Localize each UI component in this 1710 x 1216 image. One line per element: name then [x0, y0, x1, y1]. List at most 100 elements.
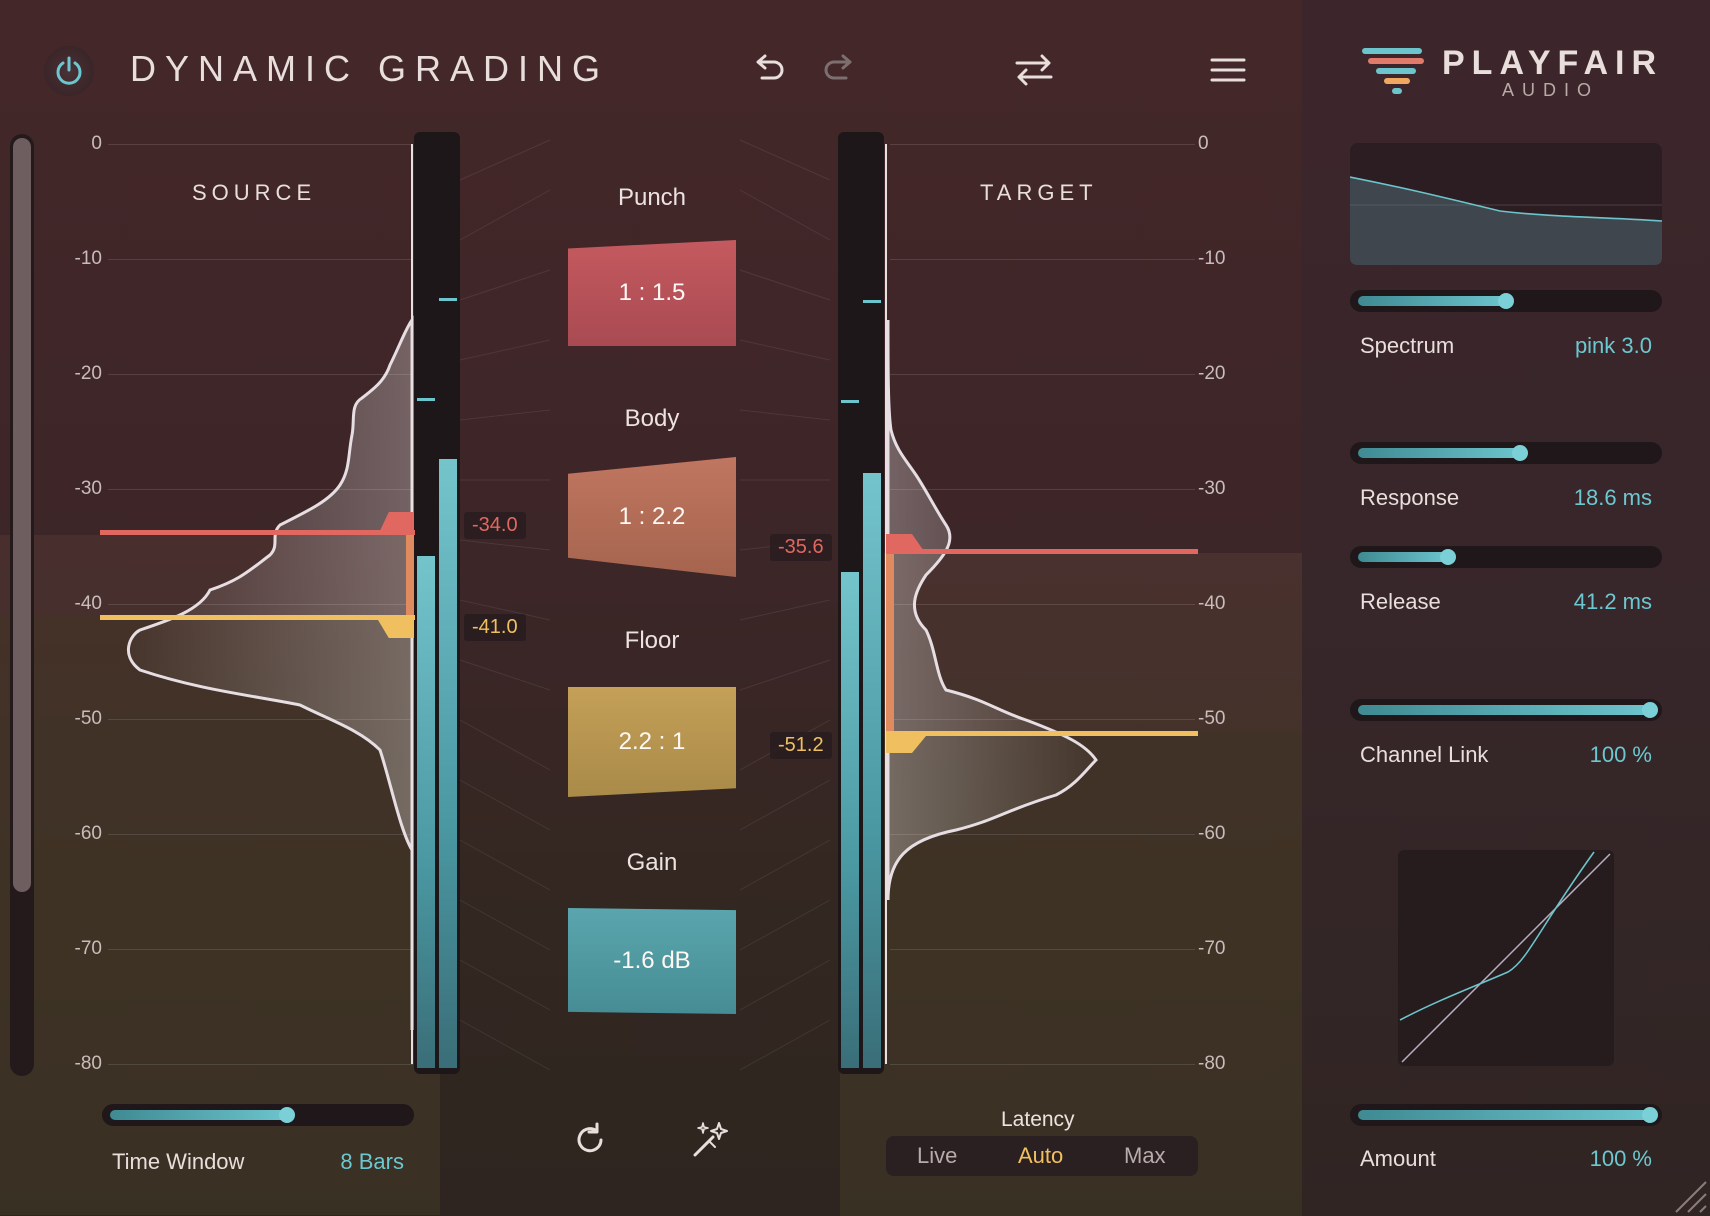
transfer-curve-display — [1398, 850, 1614, 1066]
source-threshold-high-value[interactable]: -34.0 — [464, 512, 526, 539]
spectrum-slider-fill — [1358, 296, 1506, 306]
latency-label: Latency — [1001, 1108, 1075, 1131]
magic-wand-icon — [693, 1122, 728, 1157]
spectrum-display — [1350, 143, 1662, 265]
source-scale-label: -10 — [74, 248, 102, 269]
redo-icon — [824, 54, 852, 80]
source-band-range-bar — [406, 535, 414, 615]
source-peak-left — [417, 398, 435, 401]
plugin-title: DYNAMIC GRADING — [130, 48, 610, 89]
target-scale-label: -60 — [1198, 823, 1226, 844]
body-ratio-value: 1 : 2.2 — [618, 503, 686, 530]
amount-slider-knob[interactable] — [1642, 1107, 1658, 1123]
latency-option-max[interactable]: Max — [1124, 1143, 1166, 1168]
response-value[interactable]: 18.6 ms — [1573, 485, 1652, 510]
floor-label: Floor — [624, 627, 680, 654]
reset-button[interactable] — [570, 1120, 610, 1160]
target-peak-left — [841, 400, 859, 403]
source-peak-right — [439, 298, 457, 301]
menu-button[interactable] — [1208, 52, 1248, 88]
routing-lines — [459, 139, 831, 1071]
target-scale-label: -50 — [1198, 708, 1226, 729]
target-meter — [838, 132, 884, 1074]
source-threshold-high-line[interactable] — [100, 530, 415, 535]
time-window-slider-knob[interactable] — [279, 1107, 295, 1123]
time-window-slider[interactable] — [102, 1104, 414, 1126]
target-threshold-low-line[interactable] — [886, 731, 1198, 736]
time-window-slider-fill — [110, 1110, 287, 1120]
source-scale-label: 0 — [91, 133, 102, 154]
source-scale-label: -30 — [74, 478, 102, 499]
target-scale-label: -20 — [1198, 363, 1226, 384]
main-panel: DYNAMIC GRADING 0 -10 -20 -30 -40 — [0, 0, 1302, 1216]
source-threshold-low-line[interactable] — [100, 615, 415, 620]
reset-icon — [577, 1122, 603, 1153]
latency-selector[interactable] — [886, 1136, 1198, 1176]
floor-ratio-control[interactable]: 2.2 : 1 — [568, 687, 736, 797]
side-panel: PLAYFAIR AUDIO Spectrum pink 3.0 Respons… — [1302, 0, 1710, 1216]
input-range-handle[interactable] — [13, 138, 31, 892]
source-threshold-high-handle[interactable] — [378, 512, 414, 535]
amount-slider[interactable] — [1350, 1104, 1662, 1126]
target-scale-label: -70 — [1198, 938, 1226, 959]
amount-value[interactable]: 100 % — [1589, 1146, 1652, 1171]
redo-button[interactable] — [820, 50, 860, 90]
source-threshold-low-handle[interactable] — [378, 620, 414, 638]
target-threshold-high-line[interactable] — [886, 549, 1198, 554]
release-label: Release — [1360, 589, 1441, 614]
response-label: Response — [1360, 485, 1460, 510]
channel-link-label: Channel Link — [1360, 742, 1489, 767]
gain-control[interactable]: -1.6 dB — [568, 908, 736, 1014]
source-meter-left-bar — [417, 556, 435, 1068]
source-meter-right-bar — [439, 459, 457, 1068]
latency-option-live[interactable]: Live — [917, 1143, 958, 1168]
power-button[interactable] — [44, 46, 94, 96]
source-threshold-low-value[interactable]: -41.0 — [464, 614, 526, 641]
channel-link-slider-knob[interactable] — [1642, 702, 1658, 718]
target-threshold-low-value[interactable]: -51.2 — [770, 732, 832, 759]
punch-ratio-value: 1 : 1.5 — [618, 279, 686, 306]
body-ratio-control[interactable]: 1 : 2.2 — [568, 457, 736, 577]
undo-icon — [756, 54, 784, 80]
spectrum-label: Spectrum — [1360, 333, 1455, 358]
amount-label: Amount — [1360, 1146, 1436, 1171]
channel-link-slider[interactable] — [1350, 699, 1662, 721]
source-meter — [414, 132, 460, 1074]
time-window-value[interactable]: 8 Bars — [340, 1149, 404, 1174]
source-scale-label: -80 — [74, 1053, 102, 1074]
source-label: SOURCE — [192, 180, 317, 205]
response-slider[interactable] — [1350, 442, 1662, 464]
target-label: TARGET — [980, 180, 1098, 205]
target-scale-label: 0 — [1198, 133, 1209, 154]
gain-value: -1.6 dB — [613, 947, 691, 974]
spectrum-slider[interactable] — [1350, 290, 1662, 312]
response-slider-knob[interactable] — [1512, 445, 1528, 461]
release-slider[interactable] — [1350, 546, 1662, 568]
body-label: Body — [624, 405, 680, 432]
spectrum-value[interactable]: pink 3.0 — [1574, 333, 1652, 358]
target-scale-label: -30 — [1198, 478, 1226, 499]
resize-handle-icon[interactable] — [1672, 1178, 1708, 1214]
target-peak-right — [863, 300, 881, 303]
source-scale-label: -70 — [74, 938, 102, 959]
menu-icon — [1210, 58, 1246, 82]
target-meter-left-bar — [841, 572, 859, 1068]
target-threshold-high-value[interactable]: -35.6 — [770, 534, 832, 561]
magic-wand-button[interactable] — [688, 1118, 732, 1162]
latency-option-auto[interactable]: Auto — [1018, 1143, 1064, 1168]
target-scale-label: -80 — [1198, 1053, 1226, 1074]
release-slider-knob[interactable] — [1440, 549, 1456, 565]
channel-link-value[interactable]: 100 % — [1589, 742, 1652, 767]
brand-name: PLAYFAIR — [1442, 44, 1664, 82]
gain-label: Gain — [626, 849, 678, 876]
target-histogram — [886, 319, 1098, 901]
swap-button[interactable] — [1012, 50, 1056, 90]
undo-button[interactable] — [748, 50, 788, 90]
punch-ratio-control[interactable]: 1 : 1.5 — [568, 240, 736, 346]
spectrum-slider-knob[interactable] — [1498, 293, 1514, 309]
brand-sub: AUDIO — [1502, 80, 1600, 100]
target-scale-label: -10 — [1198, 248, 1226, 269]
target-scale-label: -40 — [1198, 593, 1226, 614]
source-scale-label: -40 — [74, 593, 102, 614]
release-value[interactable]: 41.2 ms — [1573, 589, 1652, 614]
